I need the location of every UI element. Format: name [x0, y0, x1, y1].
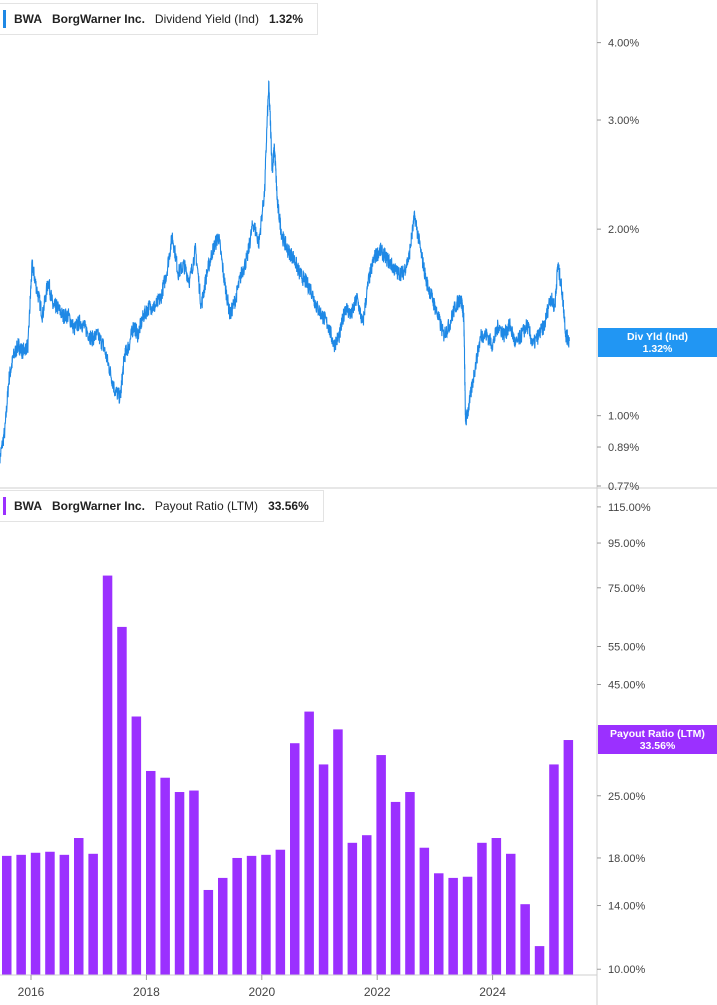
payout-ratio-bar — [376, 755, 386, 975]
bottom-y-tick-label: 95.00% — [608, 538, 646, 550]
bottom-y-tick-label: 14.00% — [608, 901, 646, 913]
payout-ratio-badge: Payout Ratio (LTM) 33.56% — [598, 725, 717, 754]
payout-ratio-bar — [232, 857, 242, 975]
bottom-legend-ticker: BWA — [14, 499, 42, 513]
payout-ratio-bar — [534, 946, 545, 975]
payout-ratio-bar — [520, 904, 530, 975]
payout-ratio-bar — [462, 876, 473, 975]
top-legend-ticker: BWA — [14, 12, 42, 26]
payout-ratio-bar — [189, 790, 199, 975]
dividend-yield-badge-label: Div Yld (Ind) — [626, 331, 689, 343]
top-y-tick-label: 3.00% — [608, 115, 639, 127]
dividend-yield-badge-value: 1.32% — [642, 343, 673, 355]
payout-ratio-bar — [549, 764, 559, 975]
payout-ratio-bar — [117, 626, 127, 975]
bottom-legend: BWA BorgWarner Inc. Payout Ratio (LTM) 3… — [0, 490, 324, 522]
bottom-legend-metric: Payout Ratio (LTM) — [154, 499, 259, 513]
payout-ratio-bar — [146, 770, 156, 975]
top-legend: BWA BorgWarner Inc. Dividend Yield (Ind)… — [0, 3, 318, 35]
payout-ratio-bar — [275, 849, 286, 975]
payout-ratio-bar — [30, 852, 41, 975]
top-y-tick-label: 0.77% — [608, 481, 639, 493]
payout-ratio-bar — [45, 851, 55, 975]
bottom-legend-value: 33.56% — [268, 499, 309, 513]
bottom-legend-swatch — [3, 497, 6, 515]
x-tick-label: 2020 — [248, 985, 275, 999]
top-y-tick-label: 2.00% — [608, 224, 639, 236]
payout-ratio-bar — [434, 873, 444, 975]
payout-ratio-bar — [448, 877, 458, 975]
x-tick-label: 2022 — [364, 985, 391, 999]
top-legend-company: BorgWarner Inc. — [52, 12, 145, 26]
bottom-y-tick-label: 115.00% — [608, 502, 651, 514]
dividend-yield-badge: Div Yld (Ind) 1.32% — [598, 328, 717, 357]
x-tick-label: 2024 — [479, 985, 506, 999]
payout-ratio-bar — [88, 853, 98, 975]
bottom-y-tick-label: 10.00% — [608, 964, 646, 976]
top-legend-swatch — [3, 10, 6, 28]
payout-ratio-bar — [390, 801, 401, 975]
payout-ratio-bar — [477, 842, 487, 975]
top-legend-value: 1.32% — [268, 12, 303, 26]
payout-ratio-bar — [333, 729, 343, 975]
payout-ratio-bar — [59, 854, 70, 975]
bottom-y-tick-label: 55.00% — [608, 642, 646, 654]
payout-ratio-bar — [405, 792, 415, 975]
payout-ratio-bar — [218, 877, 228, 975]
payout-ratio-bar — [362, 835, 372, 975]
payout-ratio-bar — [102, 575, 113, 975]
payout-ratio-bar — [304, 711, 314, 975]
payout-ratio-badge-label: Payout Ratio (LTM) — [610, 728, 705, 740]
payout-ratio-bar — [16, 854, 26, 975]
bottom-y-tick-label: 45.00% — [608, 679, 646, 691]
payout-ratio-series — [2, 575, 574, 975]
dividend-yield-line — [0, 80, 570, 464]
top-y-tick-label: 4.00% — [608, 38, 639, 50]
payout-ratio-bar — [74, 838, 84, 975]
payout-ratio-badge-value: 33.56% — [639, 740, 676, 752]
payout-ratio-bar — [160, 777, 170, 975]
bottom-y-tick-label: 75.00% — [608, 583, 646, 595]
top-y-tick-label: 1.00% — [608, 411, 639, 423]
payout-ratio-bar — [203, 889, 214, 975]
payout-ratio-bar — [347, 842, 358, 975]
payout-ratio-bar — [491, 838, 502, 975]
payout-ratio-bar — [174, 792, 185, 975]
payout-ratio-bar — [2, 855, 12, 975]
x-tick-label: 2016 — [18, 985, 45, 999]
top-y-tick-label: 0.89% — [608, 442, 639, 454]
bottom-y-tick-label: 25.00% — [608, 791, 646, 803]
x-tick-label: 2018 — [133, 985, 160, 999]
payout-ratio-bar — [563, 740, 574, 975]
bottom-legend-company: BorgWarner Inc. — [52, 499, 145, 513]
payout-ratio-bar — [506, 853, 516, 975]
payout-ratio-bar — [131, 716, 142, 975]
payout-ratio-bar — [318, 764, 329, 975]
bottom-y-tick-label: 18.00% — [608, 853, 646, 865]
payout-ratio-bar — [419, 847, 430, 975]
payout-ratio-bar — [261, 854, 271, 975]
dividend-yield-series — [0, 80, 570, 464]
top-legend-metric: Dividend Yield (Ind) — [154, 12, 259, 26]
payout-ratio-bar — [246, 855, 257, 975]
payout-ratio-bar — [290, 743, 300, 975]
